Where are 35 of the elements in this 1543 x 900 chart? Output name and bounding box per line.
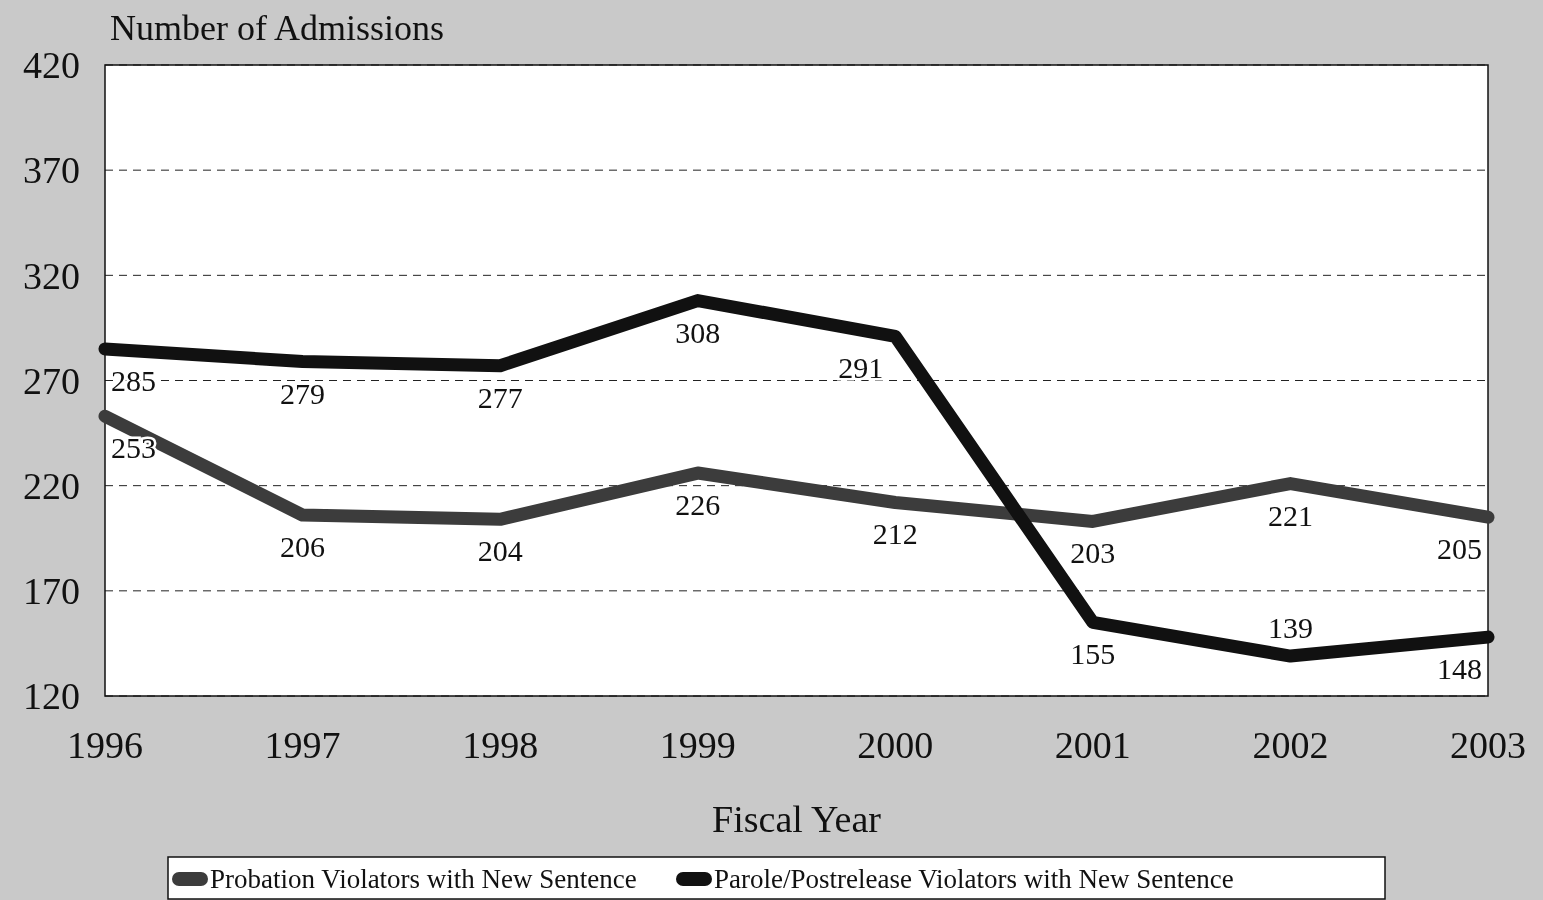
x-tick-label: 2003: [1450, 724, 1526, 766]
data-label: 205: [1437, 532, 1482, 566]
x-tick-label: 1997: [264, 724, 341, 766]
x-tick-label: 2002: [1252, 724, 1329, 766]
data-label: 221: [1267, 498, 1313, 532]
data-label: 148: [1437, 652, 1482, 686]
x-tick-label: 1996: [67, 724, 143, 766]
data-label: 203: [1070, 536, 1116, 570]
data-label: 291: [838, 351, 884, 385]
data-label: 226: [675, 488, 721, 522]
data-label: 212: [872, 517, 918, 551]
y-tick-label: 420: [23, 44, 80, 87]
x-tick-label: 2000: [857, 724, 934, 766]
data-label: 206: [280, 530, 326, 564]
y-tick-label: 120: [23, 675, 80, 718]
x-tick-label: 1998: [462, 724, 539, 766]
data-label: 308: [675, 315, 721, 349]
data-label: 253: [111, 431, 156, 465]
legend-label: Probation Violators with New Sentence: [210, 864, 637, 894]
x-tick-label: 1999: [659, 724, 736, 766]
y-tick-label: 170: [23, 570, 80, 613]
data-label: 204: [477, 534, 523, 568]
y-axis-title: Number of Admissions: [110, 8, 445, 48]
y-tick-label: 270: [23, 359, 80, 402]
x-axis-title: Fiscal Year: [712, 798, 882, 840]
y-tick-label: 370: [23, 149, 80, 192]
y-tick-label: 320: [23, 254, 80, 297]
data-label: 279: [280, 376, 326, 410]
legend-label: Parole/Postrelease Violators with New Sentence: [714, 864, 1234, 894]
data-label: 285: [111, 363, 156, 397]
data-label: 155: [1070, 637, 1116, 671]
data-label: 139: [1267, 611, 1313, 645]
x-tick-label: 2001: [1054, 724, 1131, 766]
data-label: 277: [477, 380, 523, 414]
y-tick-label: 220: [23, 464, 80, 507]
